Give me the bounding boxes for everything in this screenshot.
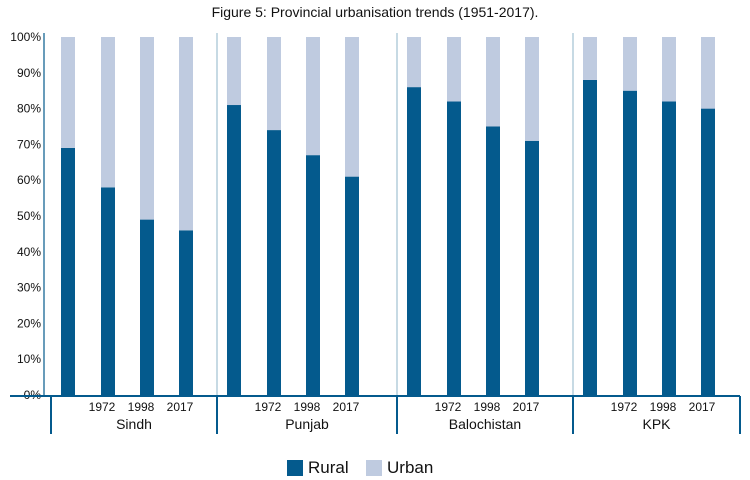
x-tick-label-year: 2017 bbox=[513, 400, 540, 414]
legend-swatch-rural bbox=[287, 460, 303, 476]
x-tick-label-year: 1972 bbox=[611, 400, 638, 414]
group-label-balochistan: Balochistan bbox=[449, 416, 521, 432]
y-tick-label: 90% bbox=[17, 66, 41, 80]
legend-label-urban: Urban bbox=[387, 458, 434, 477]
bar-rural-sindh-0 bbox=[61, 147, 75, 395]
y-tick-label: 20% bbox=[17, 316, 41, 330]
y-tick-label: 40% bbox=[17, 245, 41, 259]
chart-plot: 0%10%20%30%40%50%60%70%80%90%100%1972199… bbox=[10, 30, 741, 434]
x-tick-label-year: 1998 bbox=[128, 400, 155, 414]
chart-title: Figure 5: Provincial urbanisation trends… bbox=[211, 4, 539, 20]
y-tick-label: 60% bbox=[17, 173, 41, 187]
legend-label-rural: Rural bbox=[308, 458, 349, 477]
y-tick-label: 80% bbox=[17, 102, 41, 116]
y-tick-label: 10% bbox=[17, 352, 41, 366]
bar-rural-sindh-2 bbox=[140, 219, 154, 395]
group-label-punjab: Punjab bbox=[285, 416, 329, 432]
chart-legend: Rural Urban bbox=[0, 458, 750, 478]
bar-rural-kpk-0 bbox=[583, 79, 597, 396]
bar-rural-punjab-3 bbox=[345, 176, 359, 395]
bar-urban-kpk-2 bbox=[662, 37, 676, 102]
bar-urban-kpk-1 bbox=[623, 37, 637, 91]
bar-rural-balochistan-2 bbox=[486, 126, 500, 395]
bar-urban-punjab-3 bbox=[345, 37, 359, 177]
y-tick-label: 100% bbox=[10, 30, 41, 44]
bar-rural-balochistan-1 bbox=[447, 101, 461, 395]
bar-rural-sindh-1 bbox=[101, 187, 115, 395]
bar-urban-balochistan-0 bbox=[407, 37, 421, 88]
x-tick-label-year: 1998 bbox=[294, 400, 321, 414]
x-tick-label-year: 1998 bbox=[474, 400, 501, 414]
bar-urban-balochistan-1 bbox=[447, 37, 461, 102]
bar-urban-punjab-0 bbox=[227, 37, 241, 106]
bar-urban-punjab-1 bbox=[267, 37, 281, 131]
bar-urban-sindh-3 bbox=[179, 37, 193, 231]
bar-urban-kpk-3 bbox=[701, 37, 715, 109]
bar-rural-balochistan-3 bbox=[525, 140, 539, 395]
bar-rural-punjab-1 bbox=[267, 130, 281, 395]
bar-rural-kpk-1 bbox=[623, 90, 637, 395]
bar-rural-sindh-3 bbox=[179, 230, 193, 395]
bar-rural-punjab-0 bbox=[227, 105, 241, 396]
bar-rural-kpk-2 bbox=[662, 101, 676, 395]
x-tick-label-year: 1972 bbox=[255, 400, 282, 414]
bar-urban-balochistan-3 bbox=[525, 37, 539, 141]
y-tick-label: 50% bbox=[17, 209, 41, 223]
x-tick-label-year: 2017 bbox=[333, 400, 360, 414]
legend-swatch-urban bbox=[366, 460, 382, 476]
y-tick-label: 70% bbox=[17, 137, 41, 151]
bar-rural-punjab-2 bbox=[306, 155, 320, 395]
group-label-kpk: KPK bbox=[642, 416, 671, 432]
legend-item-urban: Urban bbox=[366, 458, 433, 478]
bar-urban-balochistan-2 bbox=[486, 37, 500, 127]
x-tick-label-year: 1972 bbox=[89, 400, 116, 414]
bar-rural-balochistan-0 bbox=[407, 87, 421, 396]
bar-urban-kpk-0 bbox=[583, 37, 597, 80]
bar-urban-sindh-2 bbox=[140, 37, 154, 220]
bar-rural-kpk-3 bbox=[701, 108, 715, 395]
bar-urban-sindh-0 bbox=[61, 37, 75, 148]
legend-item-rural: Rural bbox=[287, 458, 349, 478]
x-tick-label-year: 2017 bbox=[689, 400, 716, 414]
x-tick-label-year: 2017 bbox=[167, 400, 194, 414]
x-tick-label-year: 1998 bbox=[650, 400, 677, 414]
bar-urban-punjab-2 bbox=[306, 37, 320, 156]
bar-urban-sindh-1 bbox=[101, 37, 115, 188]
x-tick-label-year: 1972 bbox=[435, 400, 462, 414]
group-label-sindh: Sindh bbox=[116, 416, 152, 432]
y-tick-label: 30% bbox=[17, 281, 41, 295]
